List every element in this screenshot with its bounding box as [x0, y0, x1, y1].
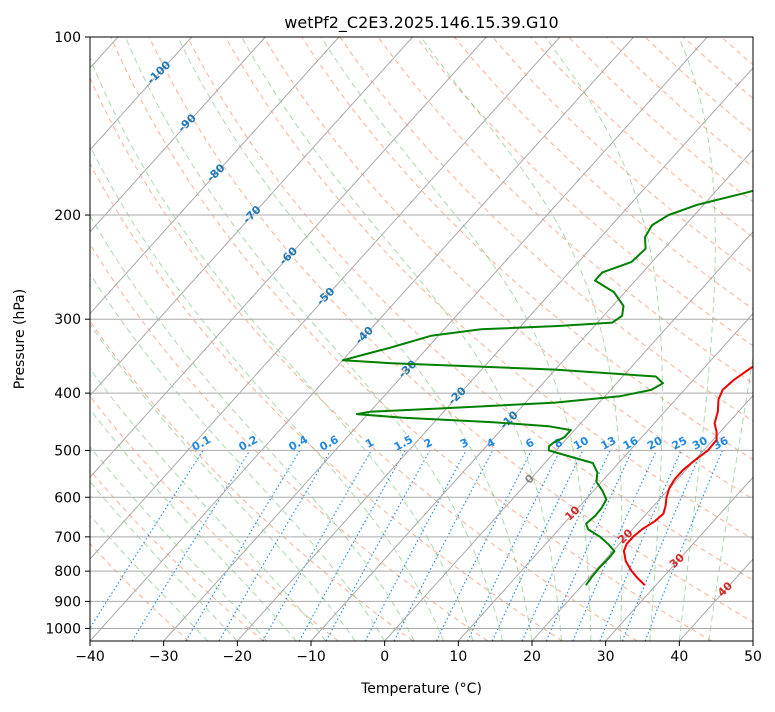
x-tick-label: 30 [597, 649, 615, 665]
y-tick-label: 900 [54, 594, 81, 610]
x-tick-label: −20 [223, 649, 253, 665]
y-tick-label: 700 [54, 530, 81, 546]
y-tick-label: 300 [54, 312, 81, 328]
x-tick-label: −10 [296, 649, 326, 665]
y-tick-label: 800 [54, 564, 81, 580]
x-tick-label: −30 [149, 649, 179, 665]
y-tick-label: 200 [54, 208, 81, 224]
y-tick-label: 600 [54, 490, 81, 506]
y-tick-label: 500 [54, 443, 81, 459]
x-tick-label: 40 [670, 649, 688, 665]
y-axis-label: Pressure (hPa) [12, 289, 28, 389]
x-tick-label: 0 [380, 649, 389, 665]
x-tick-label: 20 [523, 649, 541, 665]
x-axis-label: Temperature (°C) [360, 681, 482, 697]
x-tick-label: 50 [744, 649, 762, 665]
y-tick-label: 400 [54, 386, 81, 402]
x-tick-label: −40 [75, 649, 105, 665]
y-tick-label: 100 [54, 30, 81, 46]
chart-title: wetPf2_C2E3.2025.146.15.39.G10 [284, 13, 558, 33]
y-tick-label: 1000 [45, 621, 81, 637]
x-tick-label: 10 [449, 649, 467, 665]
